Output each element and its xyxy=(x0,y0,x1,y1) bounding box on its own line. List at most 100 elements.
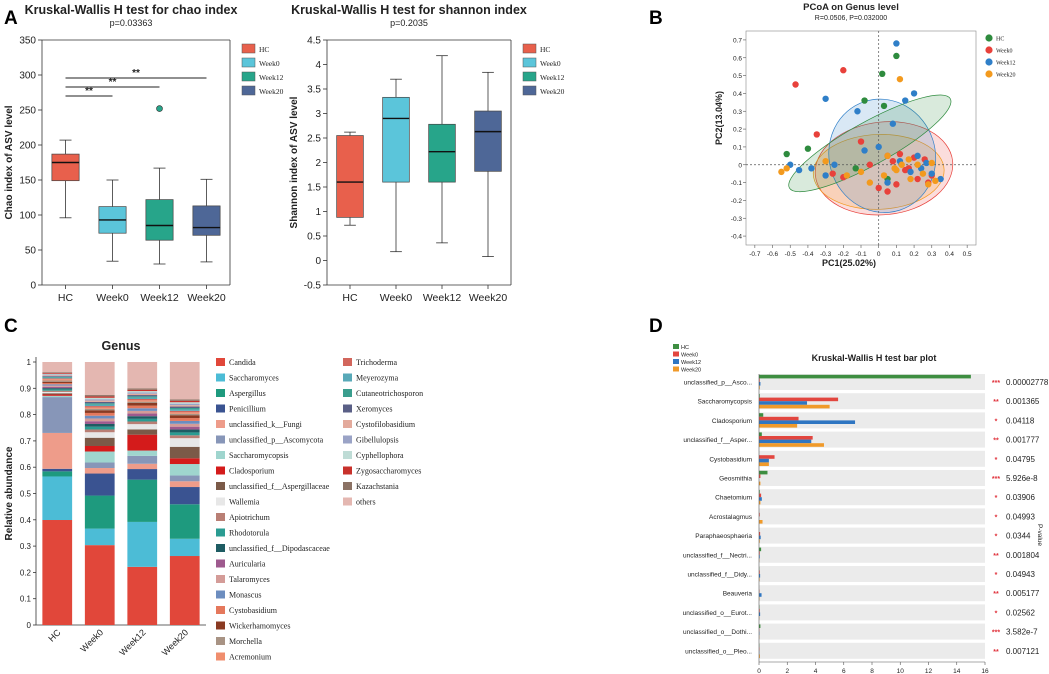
segment-unclassified_f__Aspergillaceae xyxy=(127,429,158,435)
legend-swatch xyxy=(241,85,256,96)
y-axis-label: Shannon index of ASV level xyxy=(289,96,300,228)
p-value: 0.03906 xyxy=(1006,493,1035,502)
legend-swatch xyxy=(216,621,225,630)
legend-label: Week0 xyxy=(996,49,1013,55)
bar-Week12 xyxy=(759,593,762,597)
y-tick-label: 50 xyxy=(25,246,37,257)
segment-Rhodotorula xyxy=(127,418,158,422)
point-Week0 xyxy=(896,150,904,158)
bar-Week0 xyxy=(759,416,799,421)
legend-swatch xyxy=(673,359,679,364)
legend-swatch xyxy=(343,420,352,428)
y-tick-label: -0.2 xyxy=(731,198,743,205)
y-axis-label: Chao index of ASV level xyxy=(4,105,15,219)
significance-stars: ** xyxy=(993,399,999,406)
x-tick-label: 0.3 xyxy=(927,251,936,258)
bar-Week20 xyxy=(759,404,830,409)
legend-label: Trichoderma xyxy=(356,358,397,367)
y-tick-label: 0 xyxy=(30,281,36,292)
segment-Candida xyxy=(84,545,115,625)
row-background xyxy=(759,546,985,563)
point-Week20 xyxy=(928,159,935,167)
legend-swatch xyxy=(343,404,352,413)
legend-swatch xyxy=(216,373,225,382)
row-label: unclassified_o__Eurot... xyxy=(683,610,753,617)
p-value: 0.04993 xyxy=(1006,512,1035,521)
x-tick-label: 14 xyxy=(953,668,961,674)
segment-Cyphellophora xyxy=(169,402,200,404)
legend-swatch xyxy=(241,57,256,68)
legend-label: others xyxy=(356,498,376,507)
segment-Gibellulopsis xyxy=(42,374,73,376)
legend-label: Week12 xyxy=(681,360,701,366)
x-tick-label: Week0 xyxy=(380,292,413,304)
point-Week12 xyxy=(910,90,918,97)
segment-Morchella xyxy=(169,413,200,416)
y-tick-label: -0.5 xyxy=(304,281,322,292)
legend-label: Gibellulopsis xyxy=(356,436,399,445)
legend-swatch xyxy=(343,435,352,444)
bar-Week12 xyxy=(759,574,761,578)
legend-swatch xyxy=(216,559,225,568)
legend-swatch xyxy=(216,575,225,583)
p-value: 0.001777 xyxy=(1006,436,1040,445)
y-tick-label: 0.3 xyxy=(20,542,32,551)
point-Week20 xyxy=(932,177,939,184)
segment-Saccharomyces xyxy=(169,538,200,557)
y-tick-label: 3 xyxy=(315,109,321,120)
x-tick-label: 4 xyxy=(814,668,818,674)
point-Week12 xyxy=(889,120,897,127)
point-Week12 xyxy=(831,161,838,168)
segment-Meyerozyma xyxy=(169,409,200,411)
row-background xyxy=(759,566,985,582)
segment-Saccharomyces xyxy=(127,521,158,567)
point-HC xyxy=(880,102,888,110)
y-tick-label: 4.5 xyxy=(307,36,321,47)
bar-Week20 xyxy=(759,424,798,428)
segment-Morchella xyxy=(42,380,73,382)
segment-Talaromyces xyxy=(42,385,73,387)
point-Week20 xyxy=(907,175,914,183)
x-tick-label: 0 xyxy=(757,668,761,674)
legend-swatch xyxy=(343,451,352,459)
segment-Talaromyces xyxy=(127,410,158,414)
segment-Zygosaccharomyces xyxy=(169,400,200,403)
p-value: 0.005177 xyxy=(1006,589,1040,598)
segment-Aspergillus xyxy=(42,471,73,477)
segment-Morchella xyxy=(84,408,115,411)
segment-Cutaneotrichosporon xyxy=(127,396,158,398)
legend-swatch xyxy=(216,528,225,537)
point-Week12 xyxy=(795,166,803,174)
segment-Acremonium xyxy=(42,379,73,381)
segment-Cladosporium xyxy=(127,434,158,451)
segment-unclassified_p__Ascomycota xyxy=(127,455,158,464)
x-tick-label: Week12 xyxy=(140,292,178,304)
bar-Week20 xyxy=(759,443,824,447)
bar-Week0 xyxy=(759,455,775,459)
legend-swatch xyxy=(216,451,225,459)
bar-Week12 xyxy=(759,535,761,540)
y-tick-label: 0.1 xyxy=(20,595,32,604)
y-tick-label: 0.2 xyxy=(20,568,32,577)
y-tick-label: 1 xyxy=(315,207,321,218)
y-tick-label: 0 xyxy=(315,256,321,267)
legend-swatch xyxy=(216,590,225,599)
y-tick-label: -0.4 xyxy=(731,234,743,241)
chao-boxplot: Kruskal-Wallis H test for chao indexp=0.… xyxy=(4,3,284,304)
legend-label: Talaromyces xyxy=(229,575,270,584)
bar-Week20 xyxy=(759,462,769,466)
point-Week20 xyxy=(898,161,905,168)
y-tick-label: 1.5 xyxy=(307,183,321,194)
segment-Xeromyces xyxy=(84,401,115,404)
bar-Week0 xyxy=(759,397,839,402)
segment-Monascus xyxy=(84,415,115,419)
row-background xyxy=(759,623,985,640)
chart-subtitle: R=0.0506, P=0.032000 xyxy=(815,15,888,22)
legend-label: Week0 xyxy=(681,353,698,359)
point-Week12 xyxy=(928,170,935,177)
x-tick-label: Week0 xyxy=(96,292,129,304)
segment-Cutaneotrichosporon xyxy=(42,376,73,378)
segment-Apiotrichum xyxy=(169,435,200,439)
y-axis-label: PC2(13.04%) xyxy=(714,91,724,145)
x-tick-label: 0.1 xyxy=(892,251,901,258)
